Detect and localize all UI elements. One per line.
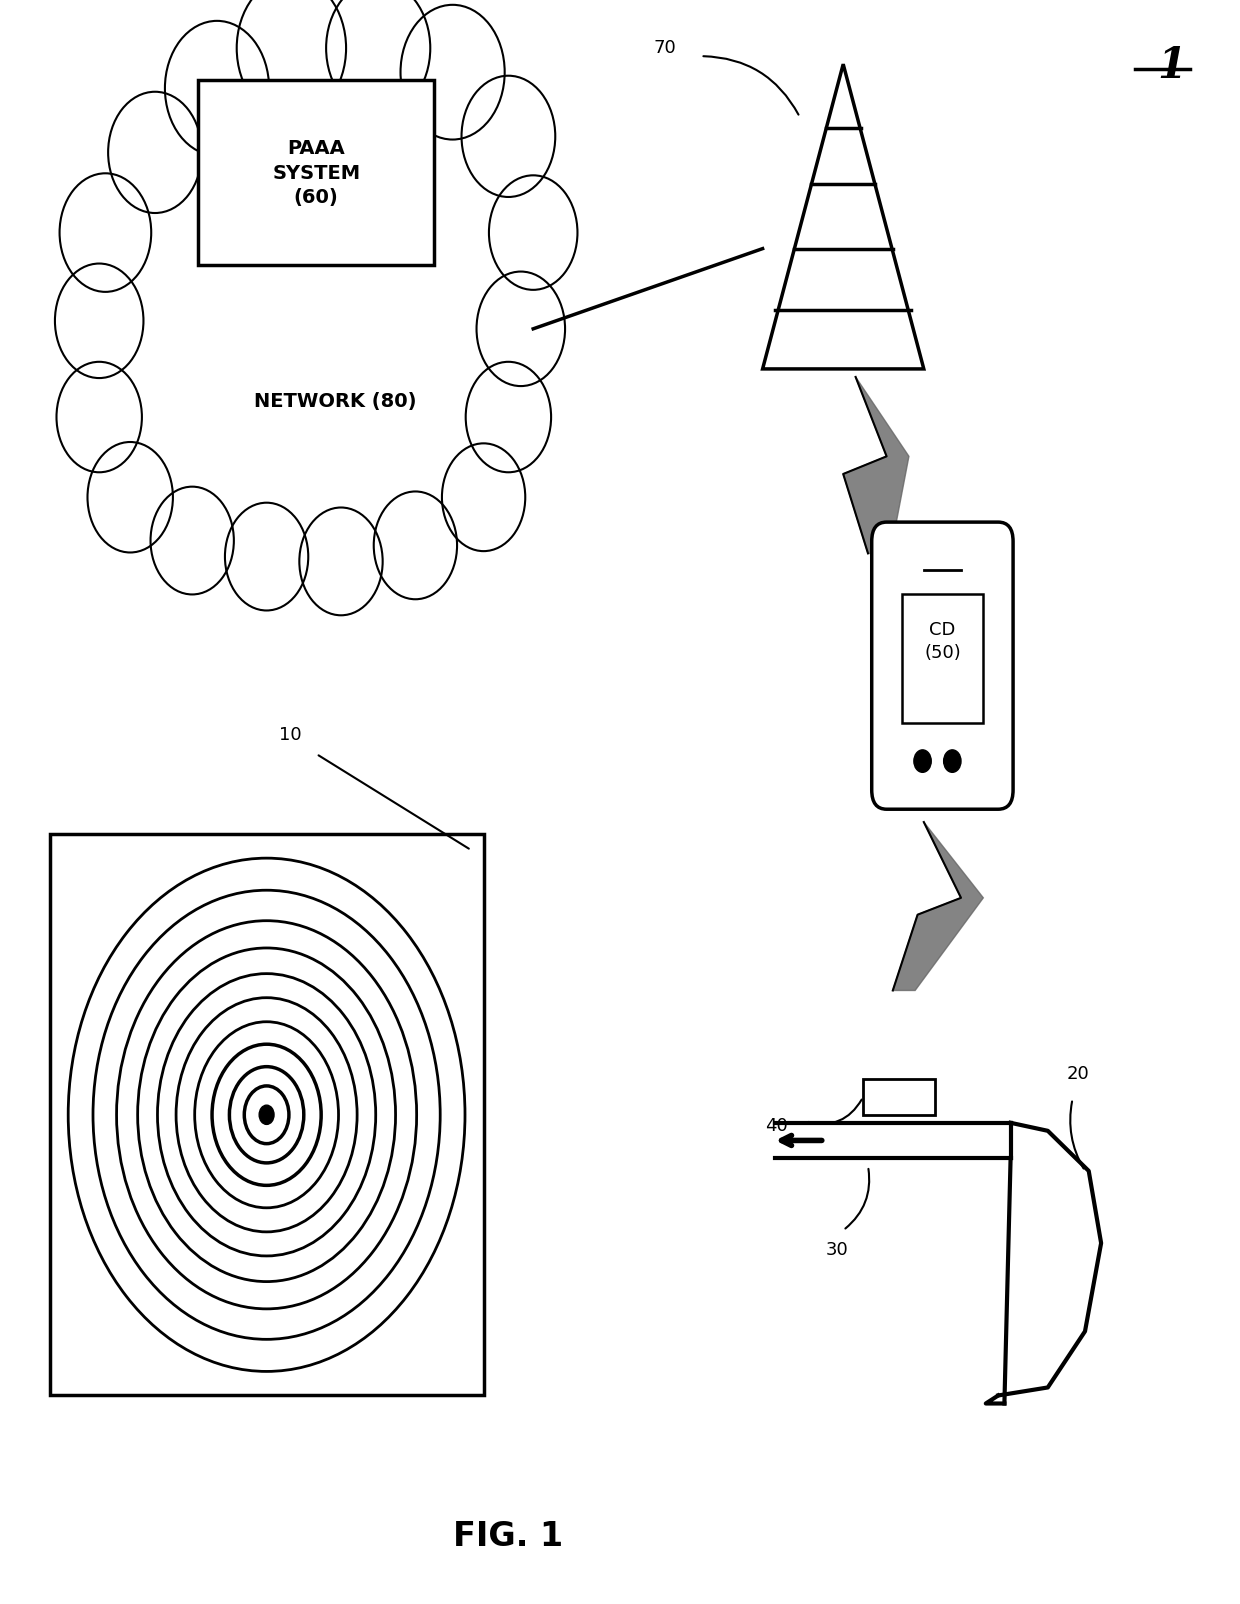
Text: 10: 10 — [279, 725, 301, 744]
Polygon shape — [893, 823, 983, 991]
Text: 40: 40 — [765, 1116, 787, 1136]
Circle shape — [237, 0, 346, 119]
Text: 20: 20 — [1066, 1065, 1089, 1083]
Circle shape — [224, 502, 309, 611]
Circle shape — [461, 75, 556, 197]
Circle shape — [441, 443, 526, 552]
Text: PAAA
SYSTEM
(60): PAAA SYSTEM (60) — [272, 140, 361, 207]
Ellipse shape — [77, 37, 556, 590]
Circle shape — [55, 263, 144, 379]
Circle shape — [299, 507, 383, 616]
Circle shape — [326, 0, 430, 115]
Bar — [863, 1079, 935, 1115]
Text: 1: 1 — [1157, 45, 1187, 87]
Circle shape — [108, 91, 202, 213]
Circle shape — [466, 363, 551, 472]
Circle shape — [476, 271, 565, 387]
Bar — [198, 80, 434, 265]
Bar — [903, 593, 982, 723]
Circle shape — [57, 363, 141, 472]
Circle shape — [150, 486, 234, 595]
Circle shape — [60, 173, 151, 292]
Circle shape — [373, 491, 458, 600]
Text: CD
(50): CD (50) — [924, 621, 961, 662]
Text: NETWORK (80): NETWORK (80) — [253, 391, 417, 411]
Circle shape — [489, 175, 578, 290]
Polygon shape — [843, 377, 909, 553]
Circle shape — [259, 1105, 274, 1124]
Polygon shape — [763, 64, 924, 369]
Circle shape — [944, 751, 961, 773]
Text: 70: 70 — [653, 38, 676, 58]
FancyBboxPatch shape — [872, 523, 1013, 810]
Circle shape — [401, 5, 505, 140]
Text: FIG. 1: FIG. 1 — [454, 1521, 563, 1553]
Bar — [50, 834, 484, 1395]
Circle shape — [88, 443, 172, 552]
Text: 30: 30 — [826, 1241, 848, 1259]
Circle shape — [165, 21, 269, 156]
Circle shape — [914, 751, 931, 773]
